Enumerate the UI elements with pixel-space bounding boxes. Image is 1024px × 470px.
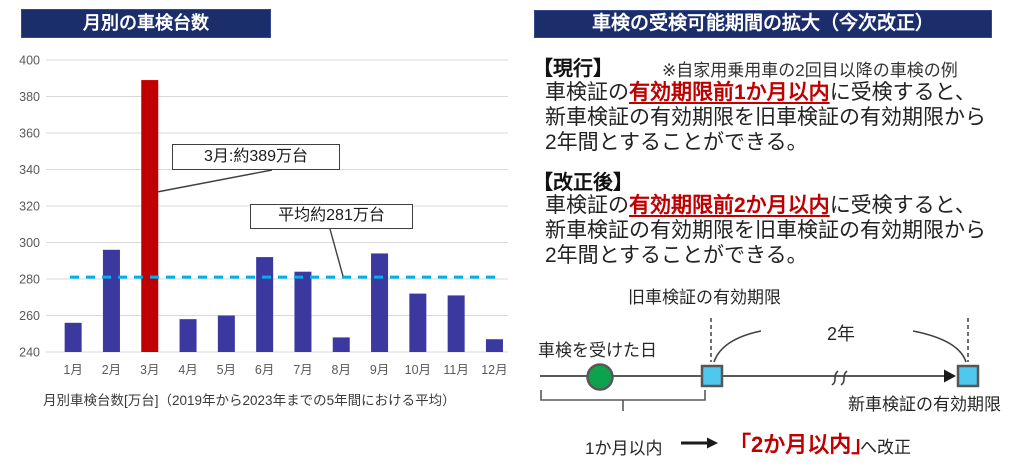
bar-11月 [447, 295, 465, 352]
interval-bracket [540, 390, 706, 411]
x-tick-label: 12月 [481, 363, 507, 377]
inspection-day-label: 車検を受けた日 [538, 341, 657, 360]
x-tick-label: 10月 [405, 363, 431, 377]
new-expiry-label: 新車検証の有効期限 [848, 395, 1001, 414]
x-tick-label: 7月 [293, 363, 312, 377]
x-tick-label: 5月 [217, 363, 236, 377]
monthly-inspections-bar-chart: 240 260 280 300 320 340 360 380 400 1月 2月 3月 4月 5月 6月 7… [19, 54, 508, 377]
change-arrow-icon [681, 437, 718, 449]
two-years-label: 2年 [827, 324, 856, 344]
left-panel-title: 月別の車検台数 [21, 9, 271, 38]
new-expiry-marker [956, 364, 980, 388]
axis-break-icon [831, 370, 848, 386]
y-tick-label: 320 [19, 200, 40, 214]
revised-line1-post: に受検すると、 [829, 194, 976, 217]
bar-12月 [485, 339, 503, 352]
before-period-label: 1か月以内 [585, 439, 663, 458]
old-expiry-label: 旧車検証の有効期限 [628, 288, 781, 307]
y-tick-label: 240 [19, 346, 40, 360]
bar-9月 [371, 253, 389, 352]
bar-1月 [64, 322, 82, 352]
y-tick-label: 360 [19, 127, 40, 141]
revised-rule-line3: 2年間とすることができる。 [545, 244, 808, 267]
chart-caption: 月別車検台数[万台]（2019年から2023年までの5年間における平均） [43, 393, 456, 408]
old-expiry-marker [700, 364, 724, 388]
bar-3月 [141, 80, 159, 352]
right-panel-title: 車検の受検可能期間の拡大（今次改正） [534, 10, 992, 38]
x-tick-label: 6月 [255, 363, 274, 377]
current-rule-line1: 車検証の有効期限前1か月以内に受検すると、 [545, 80, 1024, 105]
revised-rule-line2: 新車検証の有効期限を旧車検証の有効期限から [545, 219, 986, 242]
x-tick-label: 11月 [443, 363, 468, 377]
current-rule-line3: 2年間とすることができる。 [545, 131, 808, 154]
revised-rule-heading: 【改正後】 [533, 172, 633, 194]
revised-rule-line1: 車検証の有効期限前2か月以内に受検すると、 [545, 193, 1024, 218]
current-line1-post: に受検すると、 [829, 81, 976, 104]
revised-line1-pre: 車検証の [545, 194, 629, 217]
bar-2月 [102, 249, 120, 352]
revised-rule-paragraph: 車検証の有効期限前2か月以内に受検すると、 新車検証の有効期限を旧車検証の有効期… [545, 193, 1024, 268]
current-rule-line2: 新車検証の有効期限を旧車検証の有効期限から [545, 106, 986, 129]
bar-4月 [179, 319, 197, 352]
x-tick-label: 1月 [63, 363, 82, 377]
current-line1-highlight: 有効期限前1か月以内 [629, 81, 830, 104]
after-period-label: 「2か月以内」 [729, 432, 874, 457]
revised-line1-highlight: 有効期限前2か月以内 [629, 194, 830, 217]
new-expiry-pointer-arc [912, 330, 967, 363]
y-tick-label: 380 [19, 90, 40, 104]
bar-5月 [217, 315, 235, 352]
inspection-day-marker [586, 363, 614, 391]
march-value-callout: 3月:約389万台 [172, 144, 340, 170]
x-tick-label: 2月 [102, 363, 121, 377]
bar-8月 [332, 337, 350, 352]
old-expiry-pointer-arc [713, 330, 762, 363]
x-tick-label: 9月 [370, 363, 389, 377]
bar-6月 [256, 257, 274, 352]
timeline-diagram [540, 318, 980, 411]
bar-10月 [409, 293, 427, 352]
example-note: ※自家用乗用車の2回目以降の車検の例 [662, 61, 958, 80]
current-line1-pre: 車検証の [545, 81, 629, 104]
current-rule-paragraph: 車検証の有効期限前1か月以内に受検すると、 新車検証の有効期限を旧車検証の有効期… [545, 80, 1024, 155]
bar-7月 [294, 271, 312, 352]
x-tick-label: 3月 [140, 363, 159, 377]
y-tick-label: 300 [19, 236, 40, 250]
march-callout-leader [156, 169, 273, 193]
average-callout-leader [329, 228, 344, 277]
average-value-callout: 平均約281万台 [250, 204, 413, 229]
y-tick-label: 260 [19, 309, 40, 323]
x-tick-label: 4月 [178, 363, 197, 377]
y-tick-label: 400 [19, 54, 40, 68]
x-tick-label: 8月 [332, 363, 351, 377]
after-suffix-label: へ改正 [860, 438, 911, 457]
current-rule-heading: 【現行】 [533, 58, 613, 80]
timeline-arrowhead-icon [944, 369, 956, 383]
y-tick-label: 280 [19, 273, 40, 287]
y-tick-label: 340 [19, 163, 40, 177]
